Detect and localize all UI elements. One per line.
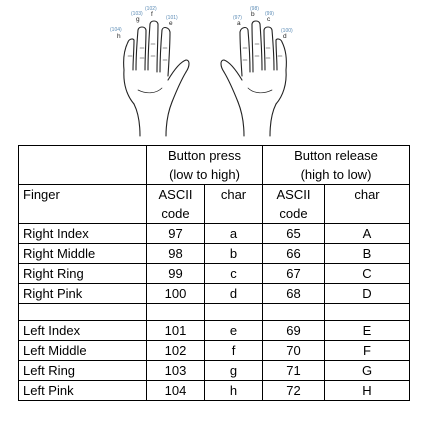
press-char-cell: b [204, 243, 263, 264]
release-code-cell: 68 [262, 283, 325, 304]
left-middle-letter: f [151, 11, 153, 18]
right-ring-letter: c [267, 16, 271, 23]
left-index-letter: e [169, 20, 173, 27]
release-code-cell: 65 [262, 223, 325, 244]
code-label: code [279, 206, 308, 221]
code-label: code [161, 206, 190, 221]
release-char-cell: B [324, 243, 410, 264]
release-char-cell: H [324, 380, 410, 401]
press-code-cell: 102 [146, 340, 205, 361]
finger-cell: Right Index [18, 223, 147, 244]
release-code-cell: 66 [262, 243, 325, 264]
right-middle-code: (98) [250, 6, 259, 12]
spacer-row [18, 303, 410, 321]
button-press-header: Button press (low to high) [146, 145, 263, 185]
button-press-order: (low to high) [169, 167, 240, 182]
table-row: Left Middle 102 f 70 F [18, 340, 410, 361]
press-char-cell: e [204, 320, 263, 341]
press-code-cell: 104 [146, 380, 205, 401]
release-code-cell: 67 [262, 263, 325, 284]
press-char-cell: h [204, 380, 263, 401]
table-row: Left Index 101 e 69 E [18, 320, 410, 341]
press-code-cell: 100 [146, 283, 205, 304]
button-release-header: Button release (high to low) [262, 145, 410, 185]
ascii-label: ASCII [276, 187, 311, 202]
release-code-cell: 71 [262, 360, 325, 381]
press-char-cell: c [204, 263, 263, 284]
press-code-cell: 98 [146, 243, 205, 264]
table-header-row: Button press (low to high) Button releas… [18, 145, 410, 185]
release-code-cell: 70 [262, 340, 325, 361]
release-char-header: char [324, 184, 410, 224]
left-ring-letter: g [136, 16, 140, 23]
right-hand-image: a (97) b (98) c (99) d (100) [220, 6, 293, 137]
release-char-cell: D [324, 283, 410, 304]
release-char-cell: G [324, 360, 410, 381]
table-row: Right Middle 98 b 66 B [18, 243, 410, 264]
press-code-cell: 101 [146, 320, 205, 341]
right-index-letter: a [237, 20, 241, 27]
right-index-code: (97) [233, 15, 242, 21]
left-ring-code: (103) [131, 11, 143, 17]
spacer-cell [18, 303, 147, 321]
press-char-cell: d [204, 283, 263, 304]
press-code-cell: 103 [146, 360, 205, 381]
right-pinky-code: (100) [281, 28, 293, 34]
finger-cell: Right Ring [18, 263, 147, 284]
finger-cell: Right Pink [18, 283, 147, 304]
release-code-cell: 72 [262, 380, 325, 401]
table-row: Left Ring 103 g 71 G [18, 360, 410, 381]
table-subheader-row: Finger ASCII code char ASCII code char [18, 184, 410, 224]
finger-cell: Left Pink [18, 380, 147, 401]
press-ascii-header: ASCII code [146, 184, 205, 224]
finger-cell: Left Middle [18, 340, 147, 361]
table-row: Right Ring 99 c 67 C [18, 263, 410, 284]
left-pinky-code: (104) [110, 27, 122, 33]
spacer-cell [324, 303, 410, 321]
left-index-code: (101) [166, 15, 178, 21]
button-press-title: Button press [168, 148, 241, 163]
release-code-cell: 69 [262, 320, 325, 341]
spacer-cell [262, 303, 325, 321]
release-char-cell: C [324, 263, 410, 284]
table-row: Left Pink 104 h 72 H [18, 380, 410, 401]
finger-cell: Right Middle [18, 243, 147, 264]
left-pinky-letter: h [117, 33, 121, 40]
press-code-cell: 99 [146, 263, 205, 284]
right-ring-code: (99) [265, 11, 274, 17]
finger-mapping-table: Button press (low to high) Button releas… [18, 145, 410, 401]
release-char-cell: E [324, 320, 410, 341]
right-middle-letter: b [251, 11, 255, 18]
finger-column-header: Finger [18, 184, 147, 224]
press-char-cell: g [204, 360, 263, 381]
table-row: Right Index 97 a 65 A [18, 223, 410, 244]
ascii-label: ASCII [158, 187, 193, 202]
spacer-cell [204, 303, 263, 321]
press-code-cell: 97 [146, 223, 205, 244]
press-char-header: char [204, 184, 263, 224]
header-empty-cell [18, 145, 147, 185]
hands-illustration: h (104) g (103) f (102) e (101) [0, 0, 428, 140]
button-release-order: (high to low) [300, 167, 372, 182]
press-char-cell: a [204, 223, 263, 244]
release-char-cell: F [324, 340, 410, 361]
finger-cell: Left Ring [18, 360, 147, 381]
release-ascii-header: ASCII code [262, 184, 325, 224]
left-hand-image: h (104) g (103) f (102) e (101) [110, 6, 190, 137]
right-pinky-letter: d [283, 33, 287, 40]
spacer-cell [146, 303, 205, 321]
release-char-cell: A [324, 223, 410, 244]
button-release-title: Button release [294, 148, 378, 163]
table-row: Right Pink 100 d 68 D [18, 283, 410, 304]
press-char-cell: f [204, 340, 263, 361]
left-middle-code: (102) [145, 6, 157, 12]
finger-cell: Left Index [18, 320, 147, 341]
